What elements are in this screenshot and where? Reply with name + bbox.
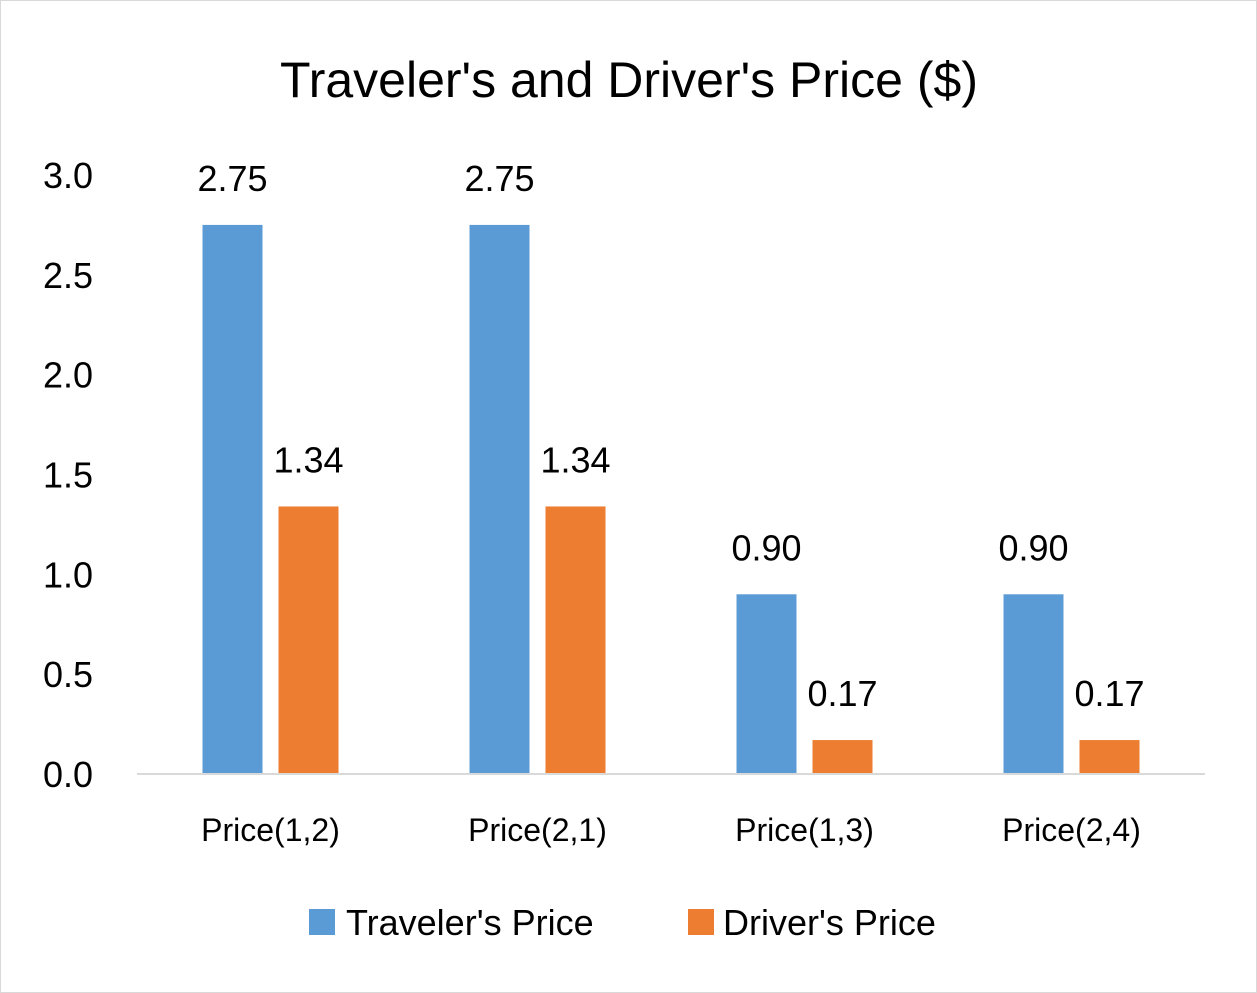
legend-label: Driver's Price [723, 902, 936, 943]
bar-traveler-2 [469, 224, 530, 774]
y-tick-label: 1.0 [43, 554, 93, 595]
x-axis-ticks: Price(1,2) Price(2,1) Price(1,3) Price(2,4) [201, 812, 1141, 848]
bar-traveler-1 [202, 224, 263, 774]
bars: 2.75 1.34 2.75 1.34 0.90 0.17 0.90 0.17 [197, 158, 1145, 774]
x-tick-label: Price(2,4) [1002, 812, 1141, 848]
x-tick-label: Price(2,1) [468, 812, 607, 848]
legend: Traveler's Price Driver's Price [309, 902, 936, 943]
legend-swatch [688, 909, 714, 935]
x-tick-label: Price(1,3) [735, 812, 874, 848]
data-label: 1.34 [540, 439, 610, 480]
bar-traveler-4 [1003, 594, 1064, 774]
bar-driver-3 [812, 740, 873, 774]
data-label: 0.17 [1074, 673, 1144, 714]
chart-title: Traveler's and Driver's Price ($) [280, 52, 978, 108]
legend-label: Traveler's Price [346, 902, 594, 943]
data-label: 1.34 [273, 439, 343, 480]
y-axis-ticks: 0.0 0.5 1.0 1.5 2.0 2.5 3.0 [43, 155, 93, 795]
data-label: 0.90 [998, 527, 1068, 568]
y-tick-label: 3.0 [43, 155, 93, 196]
legend-swatch [309, 909, 335, 935]
data-label: 0.17 [807, 673, 877, 714]
y-tick-label: 2.5 [43, 255, 93, 296]
data-label: 0.90 [731, 527, 801, 568]
data-label: 2.75 [464, 158, 534, 199]
y-tick-label: 0.0 [43, 754, 93, 795]
y-tick-label: 2.0 [43, 355, 93, 396]
y-tick-label: 0.5 [43, 654, 93, 695]
bar-driver-4 [1079, 740, 1140, 774]
data-label: 2.75 [197, 158, 267, 199]
y-tick-label: 1.5 [43, 455, 93, 496]
bar-driver-1 [278, 506, 339, 774]
bar-driver-2 [545, 506, 606, 774]
x-tick-label: Price(1,2) [201, 812, 340, 848]
bar-traveler-3 [736, 594, 797, 774]
